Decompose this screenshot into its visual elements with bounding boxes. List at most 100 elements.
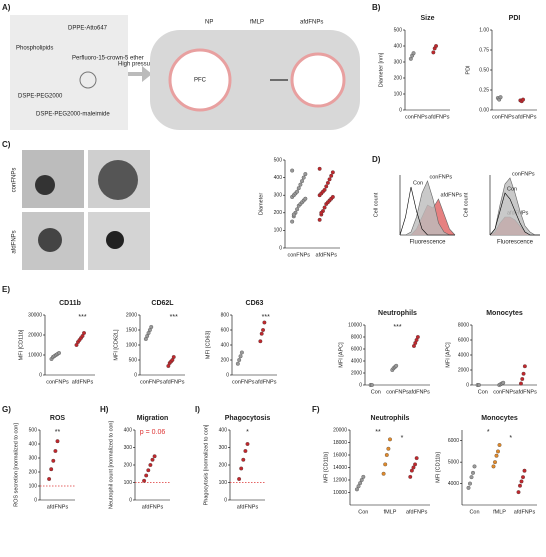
y-tick-label: 200	[124, 462, 133, 468]
particle	[106, 231, 124, 249]
y-tick-label: 0	[134, 372, 137, 378]
data-point	[152, 454, 157, 459]
scheme-text: fMLP	[250, 20, 264, 26]
data-point	[290, 168, 295, 173]
data-point	[519, 479, 524, 484]
x-tick-label: fMLP	[493, 509, 506, 515]
x-tick-label: Con	[358, 509, 368, 515]
scheme-text: DSPE-PEG2000	[18, 94, 63, 100]
scheme-text: DPPE-Atto647	[68, 26, 108, 32]
data-point	[408, 474, 413, 479]
annotation: *	[401, 435, 404, 442]
y-tick-label: 8000	[351, 334, 362, 340]
chart-title: CD63	[246, 300, 264, 307]
y-tick-label: 2000	[458, 367, 469, 373]
scheme-text: PFC	[194, 78, 207, 84]
scheme-box	[10, 15, 128, 130]
x-tick-label: conFNPs	[287, 252, 310, 258]
annotation: ***	[170, 314, 178, 321]
particle	[38, 228, 62, 252]
y-tick-label: 30000	[28, 312, 42, 318]
chart-title: PDI	[509, 15, 521, 22]
data-point	[384, 453, 389, 457]
y-tick-label: 200	[274, 210, 283, 216]
annotation: ***	[393, 324, 401, 331]
y-tick-label: 0	[466, 382, 469, 388]
data-point	[300, 179, 304, 184]
annotation: **	[55, 429, 61, 436]
scheme-text: afdFNPs	[300, 20, 323, 26]
data-point	[394, 363, 399, 368]
data-point	[148, 463, 153, 467]
y-tick-label: 600	[221, 327, 230, 333]
y-tick-label: 100	[124, 480, 133, 486]
y-axis-label: Phagocytosis [normalized to con]	[203, 424, 209, 505]
series-label: conFNPs	[430, 174, 453, 180]
data-point	[497, 443, 502, 447]
x-tick-label: afdFNPs	[255, 379, 277, 385]
data-point	[239, 350, 244, 355]
y-tick-label: 1500	[126, 327, 137, 333]
y-tick-label: 300	[274, 193, 283, 199]
y-axis-label: Diameter	[258, 193, 264, 215]
data-point	[171, 355, 176, 359]
x-tick-label: afdFNPs	[515, 389, 537, 395]
y-tick-label: 300	[29, 455, 38, 461]
x-tick-label: afdFNPs	[163, 379, 185, 385]
data-point	[431, 50, 436, 55]
data-point	[359, 478, 364, 482]
scheme-text: Perfluoro-15-crown-5 ether	[72, 56, 144, 62]
y-tick-label: 300	[394, 59, 403, 65]
data-point	[414, 456, 419, 461]
x-tick-label: afdFNPs	[514, 509, 536, 515]
chart-title: Monocytes	[486, 310, 523, 317]
data-point	[146, 468, 151, 473]
y-tick-label: 100	[219, 480, 228, 486]
y-axis-label: PDI	[465, 65, 471, 75]
histogram-curve	[399, 186, 455, 236]
x-tick-label: conFNPs	[493, 389, 516, 395]
annotation: p = 0.06	[140, 429, 166, 436]
panel-label: F)	[312, 405, 320, 414]
chart-title: Neutrophils	[371, 415, 410, 422]
data-point	[411, 51, 416, 56]
data-point	[295, 189, 300, 194]
y-tick-label: 0	[226, 372, 229, 378]
y-tick-label: 20000	[333, 427, 347, 433]
data-point	[501, 380, 506, 385]
data-point	[149, 325, 154, 329]
y-tick-label: 5000	[448, 459, 459, 465]
data-point	[51, 458, 56, 463]
y-tick-label: 4000	[351, 358, 362, 364]
series-label: Con	[507, 186, 517, 192]
y-tick-label: 10000	[333, 490, 347, 496]
data-point	[521, 475, 525, 480]
chart-title: Neutrophils	[378, 310, 417, 317]
data-point	[330, 195, 335, 199]
data-point	[262, 320, 267, 325]
x-tick-label: afdFNPs	[316, 252, 338, 258]
y-tick-label: 100	[394, 91, 403, 97]
data-point	[491, 464, 496, 469]
y-tick-label: 400	[394, 43, 403, 49]
data-point	[301, 175, 306, 180]
x-tick-label: fMLP	[384, 509, 397, 515]
data-point	[261, 328, 265, 332]
chart-title: ROS	[50, 415, 66, 422]
data-point	[413, 462, 418, 467]
y-tick-label: 4000	[448, 481, 459, 487]
data-point	[496, 449, 500, 454]
chart-title: Migration	[137, 415, 169, 422]
y-tick-label: 0	[359, 382, 362, 388]
y-tick-label: 100	[29, 483, 38, 489]
data-point	[494, 453, 499, 458]
data-point	[354, 487, 359, 492]
annotation: ***	[78, 314, 86, 321]
data-point	[411, 465, 416, 470]
y-axis-label: MFI [APC]	[338, 342, 344, 368]
annotation: ***	[262, 314, 270, 321]
data-point	[243, 449, 248, 453]
data-point	[53, 449, 58, 453]
data-point	[383, 462, 388, 467]
